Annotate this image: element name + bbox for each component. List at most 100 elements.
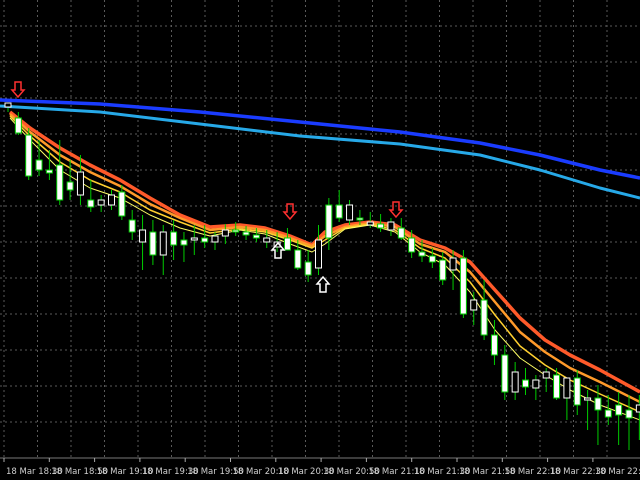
candle-body <box>553 374 561 399</box>
candle-body <box>263 237 271 243</box>
candle-body <box>87 199 95 208</box>
candle-body <box>511 371 519 393</box>
candle <box>635 395 640 440</box>
candle-body <box>283 237 291 251</box>
candle-body <box>294 249 302 269</box>
candle-body <box>76 171 84 196</box>
candle-body <box>108 194 115 206</box>
candle-body <box>45 169 53 174</box>
candle-body <box>139 229 147 243</box>
candle <box>263 230 271 248</box>
x-tick-label: 18 Mar 19:10 <box>97 467 154 477</box>
mid-ma-line <box>0 104 640 200</box>
candle <box>346 200 354 225</box>
candle-body <box>25 134 33 177</box>
arrow-shape <box>10 81 26 99</box>
candle <box>45 150 53 180</box>
x-tick-label: 18 Mar 21:50 <box>459 467 516 477</box>
candle <box>190 225 198 255</box>
candle <box>594 385 602 445</box>
x-tick-label: 18 Mar 20:30 <box>278 467 335 477</box>
candle <box>615 392 623 445</box>
candle <box>532 375 540 400</box>
candle-body <box>377 223 385 229</box>
candle <box>408 230 416 258</box>
candle <box>387 218 395 236</box>
candle-body <box>428 255 436 263</box>
candle <box>252 228 260 242</box>
candle <box>356 210 364 225</box>
candle <box>542 368 550 392</box>
candle-body <box>573 377 581 406</box>
x-tick-label: 18 Mar 20:10 <box>233 467 290 477</box>
x-tick-label: 18 Mar 19:30 <box>142 467 199 477</box>
candle-body <box>66 181 74 191</box>
candle <box>480 280 488 340</box>
candle-body <box>128 219 136 233</box>
candle <box>221 224 229 244</box>
candle-body <box>14 117 22 134</box>
candle-body <box>325 204 333 239</box>
candle-body <box>170 231 178 246</box>
candle <box>418 240 426 262</box>
buy-arrow-icon <box>315 275 331 293</box>
x-tick-label: 18 Mar 19:50 <box>187 467 244 477</box>
candle-body <box>439 259 447 281</box>
candle <box>522 368 529 395</box>
candle-body <box>56 164 64 201</box>
candle-body <box>594 397 602 411</box>
candle <box>294 240 302 270</box>
candle <box>366 212 374 228</box>
candle <box>625 395 633 450</box>
candle-body <box>149 231 157 256</box>
candle <box>304 250 312 282</box>
candle <box>66 160 74 200</box>
x-tick-label: 18 Mar 20:50 <box>323 467 380 477</box>
candle-body <box>211 235 219 243</box>
candle <box>428 248 436 268</box>
candle <box>397 218 405 240</box>
candle <box>584 390 592 430</box>
candle <box>604 395 612 425</box>
candle-body <box>501 354 509 393</box>
candle <box>563 377 571 420</box>
arrow-shape <box>282 203 298 221</box>
candle-body <box>522 379 529 388</box>
candle <box>14 112 22 135</box>
candle <box>325 198 333 250</box>
candle-body <box>221 229 229 237</box>
candle-body <box>584 397 592 401</box>
candle <box>232 222 240 236</box>
candle-body <box>449 257 457 271</box>
x-tick-label: 18 Mar 18:50 <box>51 467 108 477</box>
candle <box>490 320 498 365</box>
sell-arrow-icon <box>388 201 404 219</box>
candle-body <box>180 239 188 246</box>
candle-body <box>335 204 343 219</box>
x-tick-label: 18 Mar 21:10 <box>368 467 425 477</box>
candle-body <box>604 409 612 418</box>
candle <box>25 128 33 180</box>
candle-body <box>35 159 43 171</box>
candle-body <box>563 377 571 399</box>
candle-body <box>97 199 105 206</box>
mid-moving-average <box>0 104 640 200</box>
candle <box>573 370 581 415</box>
candle-body <box>490 334 498 356</box>
candle-body <box>615 404 623 416</box>
candle <box>242 226 250 240</box>
candle-body <box>304 261 312 276</box>
candle <box>35 140 43 176</box>
candle <box>76 155 84 205</box>
candle-body <box>542 371 550 379</box>
candle <box>315 225 322 275</box>
buy-arrow-icon <box>270 241 286 259</box>
candle-body <box>201 237 209 243</box>
candle <box>459 250 467 318</box>
candle-body <box>118 191 126 217</box>
ribbon-line <box>8 110 640 394</box>
candle <box>56 140 64 205</box>
candle-body <box>532 379 540 389</box>
candle <box>97 195 105 212</box>
